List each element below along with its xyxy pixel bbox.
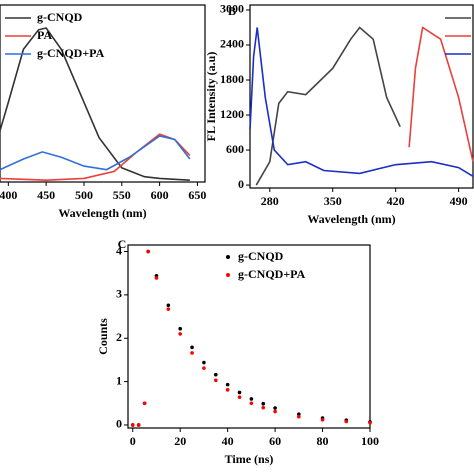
legend-swatch	[226, 273, 230, 277]
data-point	[261, 405, 266, 410]
x-tick-label: 490	[450, 194, 468, 208]
x-tick-label: 100	[361, 434, 379, 448]
data-point	[368, 420, 372, 425]
x-tick-label: 60	[269, 434, 281, 448]
series-line	[255, 26, 401, 186]
data-point	[225, 382, 230, 387]
x-axis-label: Wavelength (nm)	[58, 206, 146, 220]
x-tick-label: 40	[222, 434, 234, 448]
data-point	[142, 401, 147, 406]
data-point	[154, 276, 159, 280]
series-line	[0, 135, 191, 171]
data-point	[320, 417, 325, 422]
series-line	[408, 26, 474, 162]
data-point	[190, 351, 194, 355]
x-tick-label: 20	[174, 434, 186, 448]
data-point	[344, 419, 349, 424]
x-tick-label: 400	[0, 188, 17, 202]
y-tick-label: 0	[116, 417, 122, 431]
y-tick-label: 0	[238, 177, 244, 191]
x-axis-label: Time (ns)	[225, 452, 274, 466]
y-tick-label: 4	[116, 243, 122, 257]
data-point	[249, 401, 254, 406]
x-tick-label: 350	[324, 194, 342, 208]
data-point	[273, 409, 277, 414]
y-tick-label: 2	[116, 330, 122, 344]
x-tick-label: 500	[75, 188, 93, 202]
data-point	[297, 412, 301, 416]
data-point	[166, 303, 171, 308]
y-tick-label: 3	[116, 287, 122, 301]
data-point	[213, 372, 218, 377]
data-point	[178, 326, 182, 331]
legend-label: g-CNQD+PA	[238, 267, 306, 281]
legend-label: g-CNQD	[238, 249, 284, 263]
data-point	[213, 378, 218, 383]
x-axis-label: Wavelength (nm)	[307, 212, 395, 226]
legend-swatch	[226, 255, 230, 259]
x-tick-label: 280	[261, 194, 279, 208]
data-point	[237, 390, 242, 395]
data-point	[261, 401, 266, 406]
series-line	[249, 27, 474, 178]
data-point	[202, 366, 206, 370]
data-point	[130, 423, 135, 427]
x-tick-label: 550	[113, 188, 131, 202]
data-point	[166, 307, 171, 311]
data-point	[136, 423, 141, 427]
x-tick-label: 80	[317, 434, 329, 448]
plot-frame	[127, 244, 371, 429]
x-tick-label: 600	[151, 188, 169, 202]
data-point	[190, 345, 194, 350]
plot-frame	[0, 4, 206, 183]
data-point	[249, 397, 254, 401]
legend-label: g-CNQD+PA	[37, 46, 105, 60]
data-point	[225, 388, 230, 392]
x-tick-label: 420	[387, 194, 405, 208]
y-tick-label: 2400	[220, 37, 244, 51]
data-point	[178, 332, 182, 336]
y-tick-label: 600	[226, 142, 244, 156]
y-axis-label: Counts	[96, 318, 110, 355]
data-point	[237, 395, 242, 400]
y-axis-label: FL Intensity (a.u)	[204, 52, 218, 142]
panel-label: B	[228, 4, 236, 18]
x-tick-label: 450	[37, 188, 55, 202]
series-line	[0, 27, 190, 182]
legend-label: PA	[37, 28, 52, 42]
x-tick-label: 650	[188, 188, 206, 202]
data-point	[202, 360, 206, 365]
y-tick-label: 1	[116, 373, 122, 387]
x-tick-label: 0	[130, 434, 136, 448]
y-tick-label: 1200	[220, 107, 244, 121]
data-point	[297, 414, 301, 419]
y-tick-label: 3000	[220, 2, 244, 16]
y-tick-label: 1800	[220, 72, 244, 86]
data-point	[273, 406, 277, 410]
panel-label: C	[118, 237, 127, 251]
legend-label: g-CNQD	[37, 10, 83, 24]
plot-frame	[249, 4, 474, 189]
data-point	[146, 249, 150, 254]
